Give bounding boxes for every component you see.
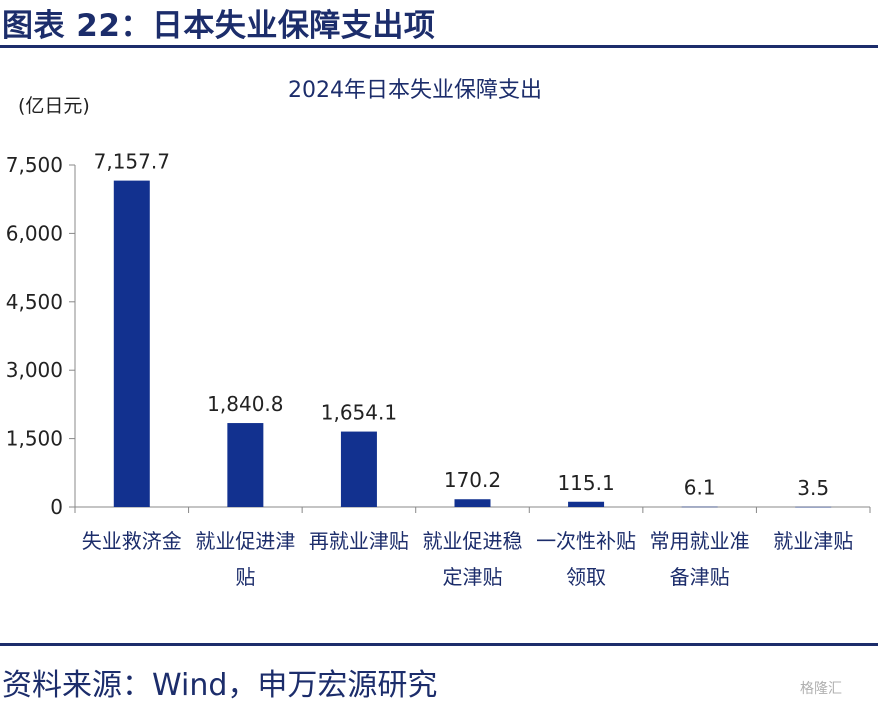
y-tick-label: 4,500	[6, 290, 63, 314]
category-label: 再就业津贴	[309, 529, 409, 553]
data-label: 3.5	[797, 476, 829, 500]
category-label: 定津贴	[443, 565, 503, 589]
bar	[681, 506, 718, 508]
category-label: 备津贴	[670, 565, 730, 589]
y-axis-unit: (亿日元)	[18, 95, 90, 117]
bar-chart: 2024年日本失业保障支出 (亿日元) 0 1,500 3,000 4,500 6,00…	[6, 78, 871, 589]
title-rule	[0, 45, 878, 48]
source-rule	[0, 643, 878, 646]
category-label: 领取	[566, 565, 606, 589]
y-tick-label: 6,000	[6, 221, 63, 245]
bar	[795, 506, 832, 508]
watermark-logo: 格隆汇	[800, 681, 842, 697]
category-label: 贴	[235, 565, 255, 589]
bar	[454, 499, 491, 507]
y-tick-label: 1,500	[6, 427, 63, 451]
y-tick-label: 7,500	[6, 153, 63, 177]
y-tick-label: 3,000	[6, 358, 63, 382]
bar	[227, 423, 264, 507]
y-tick-label: 0	[50, 495, 63, 519]
category-label: 一次性补贴	[536, 529, 636, 553]
category-label: 就业津贴	[773, 529, 853, 553]
category-label: 失业救济金	[82, 529, 182, 553]
source-note: 资料来源：Wind，申万宏源研究	[2, 668, 438, 703]
data-labels: 7,157.7 1,840.8 1,654.1 170.2 115.1 6.1 3.5	[94, 150, 830, 500]
bars	[113, 180, 832, 508]
bar	[113, 180, 150, 507]
data-label: 6.1	[684, 476, 716, 500]
category-label: 就业促进稳	[423, 529, 523, 553]
category-label: 就业促进津	[195, 529, 295, 553]
x-ticks	[74, 507, 871, 513]
bar	[340, 431, 377, 507]
y-ticks: 0 1,500 3,000 4,500 6,000 7,500	[6, 153, 75, 519]
bar	[568, 501, 605, 507]
data-label: 1,840.8	[207, 392, 283, 416]
data-label: 7,157.7	[94, 150, 170, 174]
data-label: 115.1	[557, 471, 614, 495]
chart-title: 2024年日本失业保障支出	[288, 78, 542, 103]
data-label: 1,654.1	[321, 401, 397, 425]
figure-title: 图表 22：日本失业保障支出项	[2, 8, 436, 44]
category-label: 常用就业准	[650, 529, 750, 553]
data-label: 170.2	[444, 468, 501, 492]
